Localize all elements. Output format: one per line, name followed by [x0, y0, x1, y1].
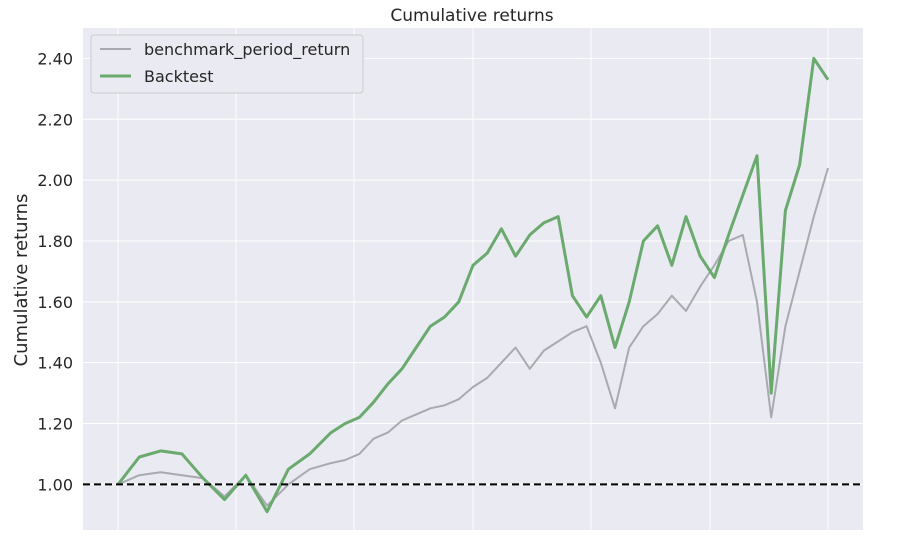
- y-tick-label: 1.00: [37, 475, 73, 494]
- y-tick-label: 1.40: [37, 354, 73, 373]
- y-tick-label: 2.00: [37, 171, 73, 190]
- series-lines: [116, 56, 830, 514]
- legend-label-backtest: Backtest: [144, 67, 214, 86]
- y-tick-label: 2.40: [37, 49, 73, 68]
- chart-title: Cumulative returns: [390, 6, 553, 26]
- y-tick-label: 1.60: [37, 293, 73, 312]
- legend-label-benchmark: benchmark_period_return: [144, 40, 350, 60]
- legend-box: [90, 34, 364, 94]
- backtest-line: [116, 56, 830, 514]
- y-tick-label: 2.20: [37, 110, 73, 129]
- y-tick-label: 1.20: [37, 415, 73, 434]
- y-tick-label: 1.80: [37, 232, 73, 251]
- y-axis-ticks: 1.00 1.20 1.40 1.60 1.80 2.00 2.20 2.40: [37, 49, 73, 494]
- y-axis-label: Cumulative returns: [11, 194, 32, 367]
- legend: benchmark_period_return Backtest: [90, 34, 364, 94]
